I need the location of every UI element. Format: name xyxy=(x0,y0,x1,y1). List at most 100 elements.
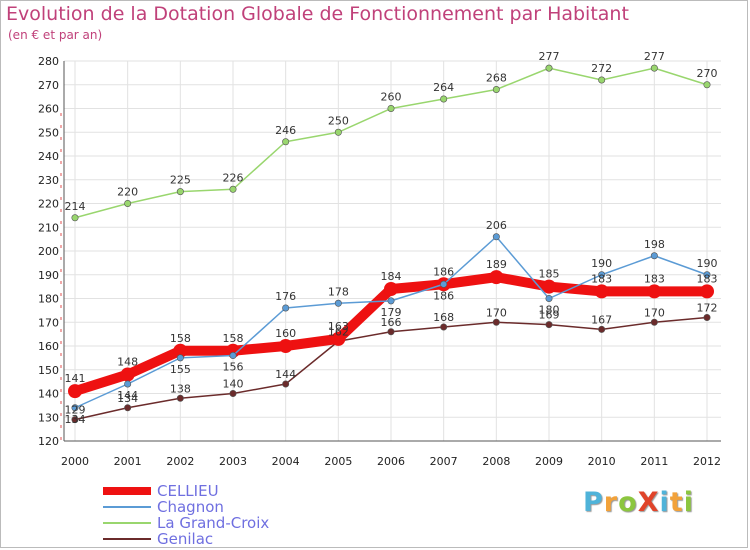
data-label-cellieu: 158 xyxy=(170,332,191,345)
data-label-genilac: 140 xyxy=(223,378,244,391)
y-tick-label: 250 xyxy=(38,126,59,139)
data-label-genilac: 166 xyxy=(381,316,402,329)
data-point-cellieu xyxy=(173,343,188,358)
data-label-genilac: 172 xyxy=(697,302,718,315)
data-label-la-grand-croix: 277 xyxy=(539,50,560,63)
data-point-cellieu xyxy=(647,284,662,299)
data-point-cellieu xyxy=(120,367,135,382)
y-tick-label: 270 xyxy=(38,79,59,92)
chart-title: Evolution de la Dotation Globale de Fonc… xyxy=(6,3,629,25)
data-label-chagnon: 190 xyxy=(591,257,612,270)
y-tick-label: 130 xyxy=(38,411,59,424)
data-point-chagnon xyxy=(229,351,237,359)
x-tick-label: 2000 xyxy=(61,455,89,468)
y-tick-label: 260 xyxy=(38,103,59,116)
data-point-chagnon xyxy=(440,280,448,288)
data-point-genilac xyxy=(229,389,237,397)
data-label-cellieu: 189 xyxy=(486,258,507,271)
y-tick-label: 190 xyxy=(38,269,59,282)
x-tick-label: 2002 xyxy=(166,455,194,468)
y-tick-label: 210 xyxy=(38,221,59,234)
data-point-cellieu xyxy=(489,270,504,285)
data-point-chagnon xyxy=(71,404,79,412)
data-label-genilac: 134 xyxy=(117,392,138,405)
data-label-cellieu: 186 xyxy=(433,265,454,278)
data-label-chagnon: 178 xyxy=(328,285,349,298)
data-label-la-grand-croix: 226 xyxy=(223,171,244,184)
y-tick-label: 280 xyxy=(38,55,59,68)
data-point-la-grand-croix xyxy=(492,86,500,94)
data-label-cellieu: 148 xyxy=(117,356,138,369)
data-label-chagnon: 155 xyxy=(170,363,191,376)
data-point-chagnon xyxy=(650,252,658,260)
data-label-genilac: 170 xyxy=(644,306,665,319)
data-point-cellieu xyxy=(542,279,556,294)
legend-label-la-grand-croix: La Grand-Croix xyxy=(157,514,269,532)
logo-letter: i xyxy=(683,487,694,518)
data-point-genilac xyxy=(387,328,395,336)
data-point-chagnon xyxy=(598,271,606,279)
data-label-chagnon: 206 xyxy=(486,219,507,232)
data-point-cellieu xyxy=(331,331,346,346)
data-label-genilac: 162 xyxy=(328,325,349,338)
x-tick-label: 2011 xyxy=(640,455,668,468)
data-label-chagnon: 186 xyxy=(433,289,454,302)
data-label-genilac: 168 xyxy=(433,311,454,324)
data-label-chagnon: 180 xyxy=(539,304,560,317)
data-point-genilac xyxy=(282,380,290,388)
data-label-cellieu: 183 xyxy=(591,272,612,285)
chart-subtitle: (en € et par an) xyxy=(8,28,103,42)
data-point-la-grand-croix xyxy=(176,188,184,196)
data-label-genilac: 170 xyxy=(486,306,507,319)
y-tick-label: 170 xyxy=(38,316,59,329)
y-tick-label: 230 xyxy=(38,174,59,187)
data-point-la-grand-croix xyxy=(650,64,658,72)
x-tick-label: 2008 xyxy=(482,455,510,468)
logo-letter: r xyxy=(603,487,619,518)
legend-label-cellieu: CELLIEU xyxy=(157,482,219,500)
data-label-chagnon: 179 xyxy=(381,306,402,319)
y-tick-label: 150 xyxy=(38,364,59,377)
data-point-genilac xyxy=(703,313,711,321)
data-point-genilac xyxy=(492,318,500,326)
x-tick-label: 2012 xyxy=(693,455,721,468)
logo-letter: P xyxy=(583,487,604,518)
data-label-la-grand-croix: 270 xyxy=(697,67,718,80)
data-point-la-grand-croix xyxy=(124,200,132,208)
x-tick-label: 2010 xyxy=(588,455,616,468)
data-label-chagnon: 134 xyxy=(65,413,86,426)
data-point-chagnon xyxy=(334,299,342,307)
y-tick-label: 240 xyxy=(38,150,59,163)
legend-label-chagnon: Chagnon xyxy=(157,498,224,516)
data-label-cellieu: 183 xyxy=(644,272,665,285)
data-label-genilac: 169 xyxy=(539,309,560,322)
data-label-cellieu: 141 xyxy=(65,372,86,385)
x-tick-label: 2003 xyxy=(219,455,247,468)
data-label-cellieu: 184 xyxy=(381,270,402,283)
logo-letter: o xyxy=(618,487,638,518)
data-label-cellieu: 163 xyxy=(328,320,349,333)
data-label-chagnon: 176 xyxy=(275,290,296,303)
data-point-chagnon xyxy=(176,354,184,362)
data-point-la-grand-croix xyxy=(229,185,237,193)
data-point-chagnon xyxy=(545,294,553,302)
data-label-genilac: 167 xyxy=(591,313,612,326)
data-label-cellieu: 183 xyxy=(697,272,718,285)
data-point-genilac xyxy=(124,404,132,412)
data-label-chagnon: 190 xyxy=(697,257,718,270)
data-point-genilac xyxy=(650,318,658,326)
data-point-cellieu xyxy=(68,384,82,399)
y-tick-label: 180 xyxy=(38,293,59,306)
data-point-la-grand-croix xyxy=(282,138,290,146)
data-label-chagnon: 198 xyxy=(644,238,665,251)
data-point-genilac xyxy=(440,323,448,331)
data-point-la-grand-croix xyxy=(545,64,553,72)
y-tick-label: 200 xyxy=(38,245,59,258)
y-tick-label: 120 xyxy=(38,435,59,448)
data-point-chagnon xyxy=(387,297,395,305)
x-tick-label: 2005 xyxy=(324,455,352,468)
data-point-cellieu xyxy=(594,284,609,299)
data-label-cellieu: 158 xyxy=(223,332,244,345)
proxiti-logo: ProXiti xyxy=(583,487,694,518)
